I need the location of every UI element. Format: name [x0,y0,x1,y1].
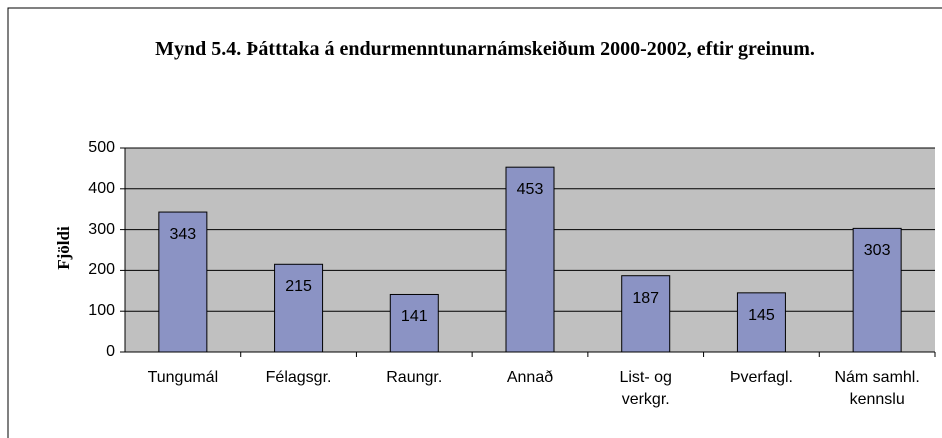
y-tick-label: 200 [88,261,115,279]
data-label: 141 [400,308,428,326]
y-tick-label: 300 [88,220,115,238]
x-tick-label: List- og verkgr. [619,369,672,408]
data-label: 303 [863,242,891,260]
x-tick-label: Annað [506,369,554,386]
y-tick-label: 500 [88,139,115,156]
data-label: 187 [632,289,660,307]
chart-border [7,7,942,438]
chart-title: Mynd 5.4. Þátttaka á endurmenntunarnámsk… [155,38,815,60]
bar [158,211,208,353]
bar [274,263,324,353]
x-tick-label: Félagsgr. [265,369,332,386]
y-tick-label: 100 [88,302,115,320]
data-label: 215 [285,278,312,296]
x-tick-label: Þverfagl. [729,369,793,386]
bar [621,275,671,353]
y-tick-label: 0 [106,343,115,360]
bar [505,166,555,353]
x-tick-label: Raungr. [386,369,443,386]
bar [389,293,439,353]
data-label: 145 [748,306,775,324]
y-tick-label: 400 [88,179,115,197]
bar [852,227,902,353]
data-label: 343 [169,226,197,244]
data-label: 453 [516,181,544,199]
x-tick-label: Tungumál [147,369,219,386]
bar [736,292,786,353]
x-tick-label: Nám samhl. kennslu [834,369,920,408]
